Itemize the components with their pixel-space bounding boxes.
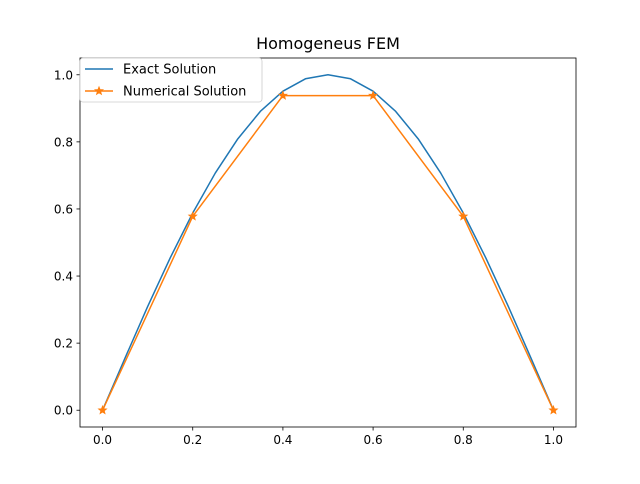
x-tick-label: 0.2 <box>183 433 202 447</box>
series-2-point <box>277 90 288 100</box>
y-tick-label: 0.6 <box>54 202 73 216</box>
series-2-point <box>187 211 198 221</box>
series-line-2 <box>101 94 555 411</box>
legend-box <box>79 57 263 103</box>
x-tick-label: 1.0 <box>544 433 563 447</box>
x-tick-label: 0.6 <box>364 433 383 447</box>
chart-title: Homogeneus FEM <box>256 34 400 53</box>
legend-label: Numerical Solution <box>123 85 246 100</box>
series-2-point <box>97 404 108 415</box>
y-tick-label: 0.2 <box>54 337 73 351</box>
y-tick-label: 0.0 <box>54 404 73 418</box>
series-line-1 <box>101 74 555 411</box>
plot-area: 0.0 0.2 0.4 0.6 0.8 1.0 0.0 0.2 0.4 0.6 0.8 1.0 Exac… <box>54 57 577 447</box>
y-tick-label: 0.4 <box>54 270 73 284</box>
y-tick-label: 0.8 <box>54 135 73 149</box>
series-2-point <box>368 90 379 100</box>
x-tick-label: 0.4 <box>273 433 292 447</box>
x-tick-label: 0.0 <box>93 433 112 447</box>
x-tick-label: 0.8 <box>454 433 473 447</box>
legend-label: Exact Solution <box>123 63 216 78</box>
series-2-point <box>548 404 559 415</box>
axes-frame <box>79 57 577 428</box>
series-2-point <box>458 211 469 221</box>
legend-marker <box>93 85 105 96</box>
y-tick-label: 1.0 <box>54 68 73 82</box>
